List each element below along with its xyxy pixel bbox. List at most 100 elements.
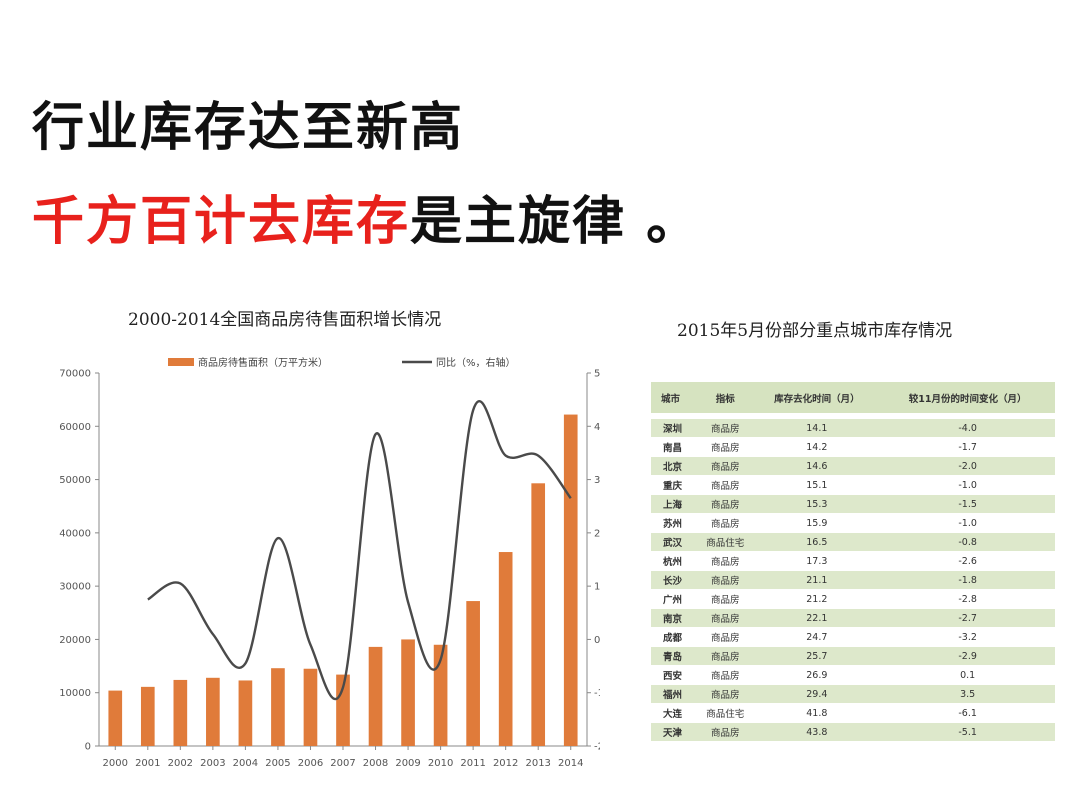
x-tick-label: 2010 — [428, 758, 453, 769]
table-cell: 杭州 — [651, 551, 698, 571]
table-cell: 商品房 — [697, 570, 754, 590]
series-line-yoy — [147, 400, 572, 701]
table-header-cell: 指标 — [697, 382, 754, 413]
x-tick-label: 2001 — [135, 758, 160, 769]
left-tick-label: 0 — [85, 742, 91, 753]
bar — [498, 552, 513, 746]
bar — [303, 668, 318, 746]
table-cell: 西安 — [651, 665, 698, 685]
left-tick-label: 10000 — [59, 688, 91, 699]
bar — [140, 686, 155, 746]
table-cell: 43.8 — [753, 722, 881, 742]
table-cell: 商品房 — [697, 608, 754, 628]
table-header-row: 城市 指标 库存去化时间（月） 较11月份的时间变化（月） — [651, 382, 1055, 413]
x-tick-label: 2006 — [298, 758, 323, 769]
table-cell: -0.8 — [880, 532, 1055, 552]
table-cell: 青岛 — [651, 646, 698, 666]
table-cell: 北京 — [651, 456, 698, 476]
headline-line-1: 行业库存达至新高 — [32, 98, 464, 158]
table-cell: 武汉 — [651, 532, 698, 552]
table-cell: 商品房 — [697, 456, 754, 476]
table-cell: 大连 — [651, 703, 698, 723]
table-cell: 15.9 — [753, 513, 881, 533]
legend-label-bar: 商品房待售面积（万平方米） — [198, 356, 328, 369]
table-cell: 25.7 — [753, 646, 881, 666]
chart-title: 2000-2014全国商品房待售面积增长情况 — [128, 310, 442, 330]
table-cell: 14.2 — [753, 437, 881, 457]
table-cell: 南京 — [651, 608, 698, 628]
bar-line-chart: 0 10000 20000 30000 40000 50000 60000 70000 -20%… — [59, 356, 600, 769]
bar — [173, 679, 188, 746]
inventory-table: 城市 指标 库存去化时间（月） 较11月份的时间变化（月） 深圳 商品房 14.1 -4.0… — [651, 382, 1055, 742]
table-row: 南京 商品房 22.1 -2.7 — [651, 608, 1055, 628]
table-cell: 商品房 — [697, 513, 754, 533]
table-cell: 商品房 — [697, 646, 754, 666]
table-cell: 苏州 — [651, 513, 698, 533]
table-cell: 商品房 — [697, 589, 754, 609]
table-row: 长沙 商品房 21.1 -1.8 — [651, 570, 1055, 590]
right-tick-label: 20% — [594, 528, 600, 539]
table-cell: 21.2 — [753, 589, 881, 609]
table-cell: -2.6 — [880, 551, 1055, 571]
table-cell: 29.4 — [753, 684, 881, 704]
table-cell: 广州 — [651, 589, 698, 609]
x-tick-label: 2013 — [525, 758, 550, 769]
x-tick-label: 2008 — [363, 758, 388, 769]
table-cell: -6.1 — [880, 703, 1055, 723]
table-cell: 17.3 — [753, 551, 881, 571]
table-cell: 长沙 — [651, 570, 698, 590]
left-tick-label: 30000 — [59, 582, 91, 593]
table-row: 杭州 商品房 17.3 -2.6 — [651, 551, 1055, 571]
table-row: 南昌 商品房 14.2 -1.7 — [651, 437, 1055, 457]
table-cell: 商品房 — [697, 722, 754, 742]
bar — [336, 674, 350, 746]
table-row: 西安 商品房 26.9 0.1 — [651, 665, 1055, 685]
x-tick-label: 2012 — [493, 758, 518, 769]
right-tick-label: 50% — [594, 369, 600, 380]
table-title: 2015年5月份部分重点城市库存情况 — [677, 321, 953, 341]
table-cell: 15.3 — [753, 494, 881, 514]
table-cell: -2.0 — [880, 456, 1055, 476]
bar — [238, 680, 253, 746]
table-cell: 14.6 — [753, 456, 881, 476]
table-cell: -1.7 — [880, 437, 1055, 457]
x-tick-label: 2002 — [168, 758, 193, 769]
x-tick-label: 2014 — [558, 758, 583, 769]
table-cell: 商品住宅 — [697, 703, 754, 723]
table-cell: -4.0 — [880, 418, 1055, 438]
table-cell: -5.1 — [880, 722, 1055, 742]
headline-line-2: 千方百计去库存是主旋律 。 — [32, 192, 700, 252]
table-cell: 26.9 — [753, 665, 881, 685]
x-tick-label: 2000 — [103, 758, 128, 769]
table-cell: 重庆 — [651, 475, 698, 495]
table-cell: 24.7 — [753, 627, 881, 647]
table-row: 上海 商品房 15.3 -1.5 — [651, 494, 1055, 514]
table-row: 天津 商品房 43.8 -5.1 — [651, 722, 1055, 742]
right-tick-label: -10% — [594, 688, 600, 699]
table-cell: -2.8 — [880, 589, 1055, 609]
table-cell: -1.5 — [880, 494, 1055, 514]
table-cell: -3.2 — [880, 627, 1055, 647]
table-header-cell: 较11月份的时间变化（月） — [880, 382, 1055, 413]
bar — [531, 483, 546, 746]
bar — [108, 690, 123, 746]
table-cell: -2.9 — [880, 646, 1055, 666]
table-cell: 商品房 — [697, 475, 754, 495]
table-cell: 41.8 — [753, 703, 881, 723]
table-cell: 成都 — [651, 627, 698, 647]
table-cell: 0.1 — [880, 665, 1055, 685]
table-row: 苏州 商品房 15.9 -1.0 — [651, 513, 1055, 533]
left-tick-label: 40000 — [59, 528, 91, 539]
legend-swatch-bar — [168, 358, 194, 366]
table-cell: 商品房 — [697, 684, 754, 704]
x-tick-label: 2005 — [265, 758, 290, 769]
table-cell: 商品房 — [697, 418, 754, 438]
legend-label-line: 同比（%，右轴） — [436, 356, 516, 369]
table-cell: 商品房 — [697, 551, 754, 571]
table-cell: 商品房 — [697, 437, 754, 457]
x-tick-label: 2003 — [200, 758, 225, 769]
table-cell: -1.0 — [880, 475, 1055, 495]
table-row: 重庆 商品房 15.1 -1.0 — [651, 475, 1055, 495]
table-row: 广州 商品房 21.2 -2.8 — [651, 589, 1055, 609]
table-cell: 深圳 — [651, 418, 698, 438]
